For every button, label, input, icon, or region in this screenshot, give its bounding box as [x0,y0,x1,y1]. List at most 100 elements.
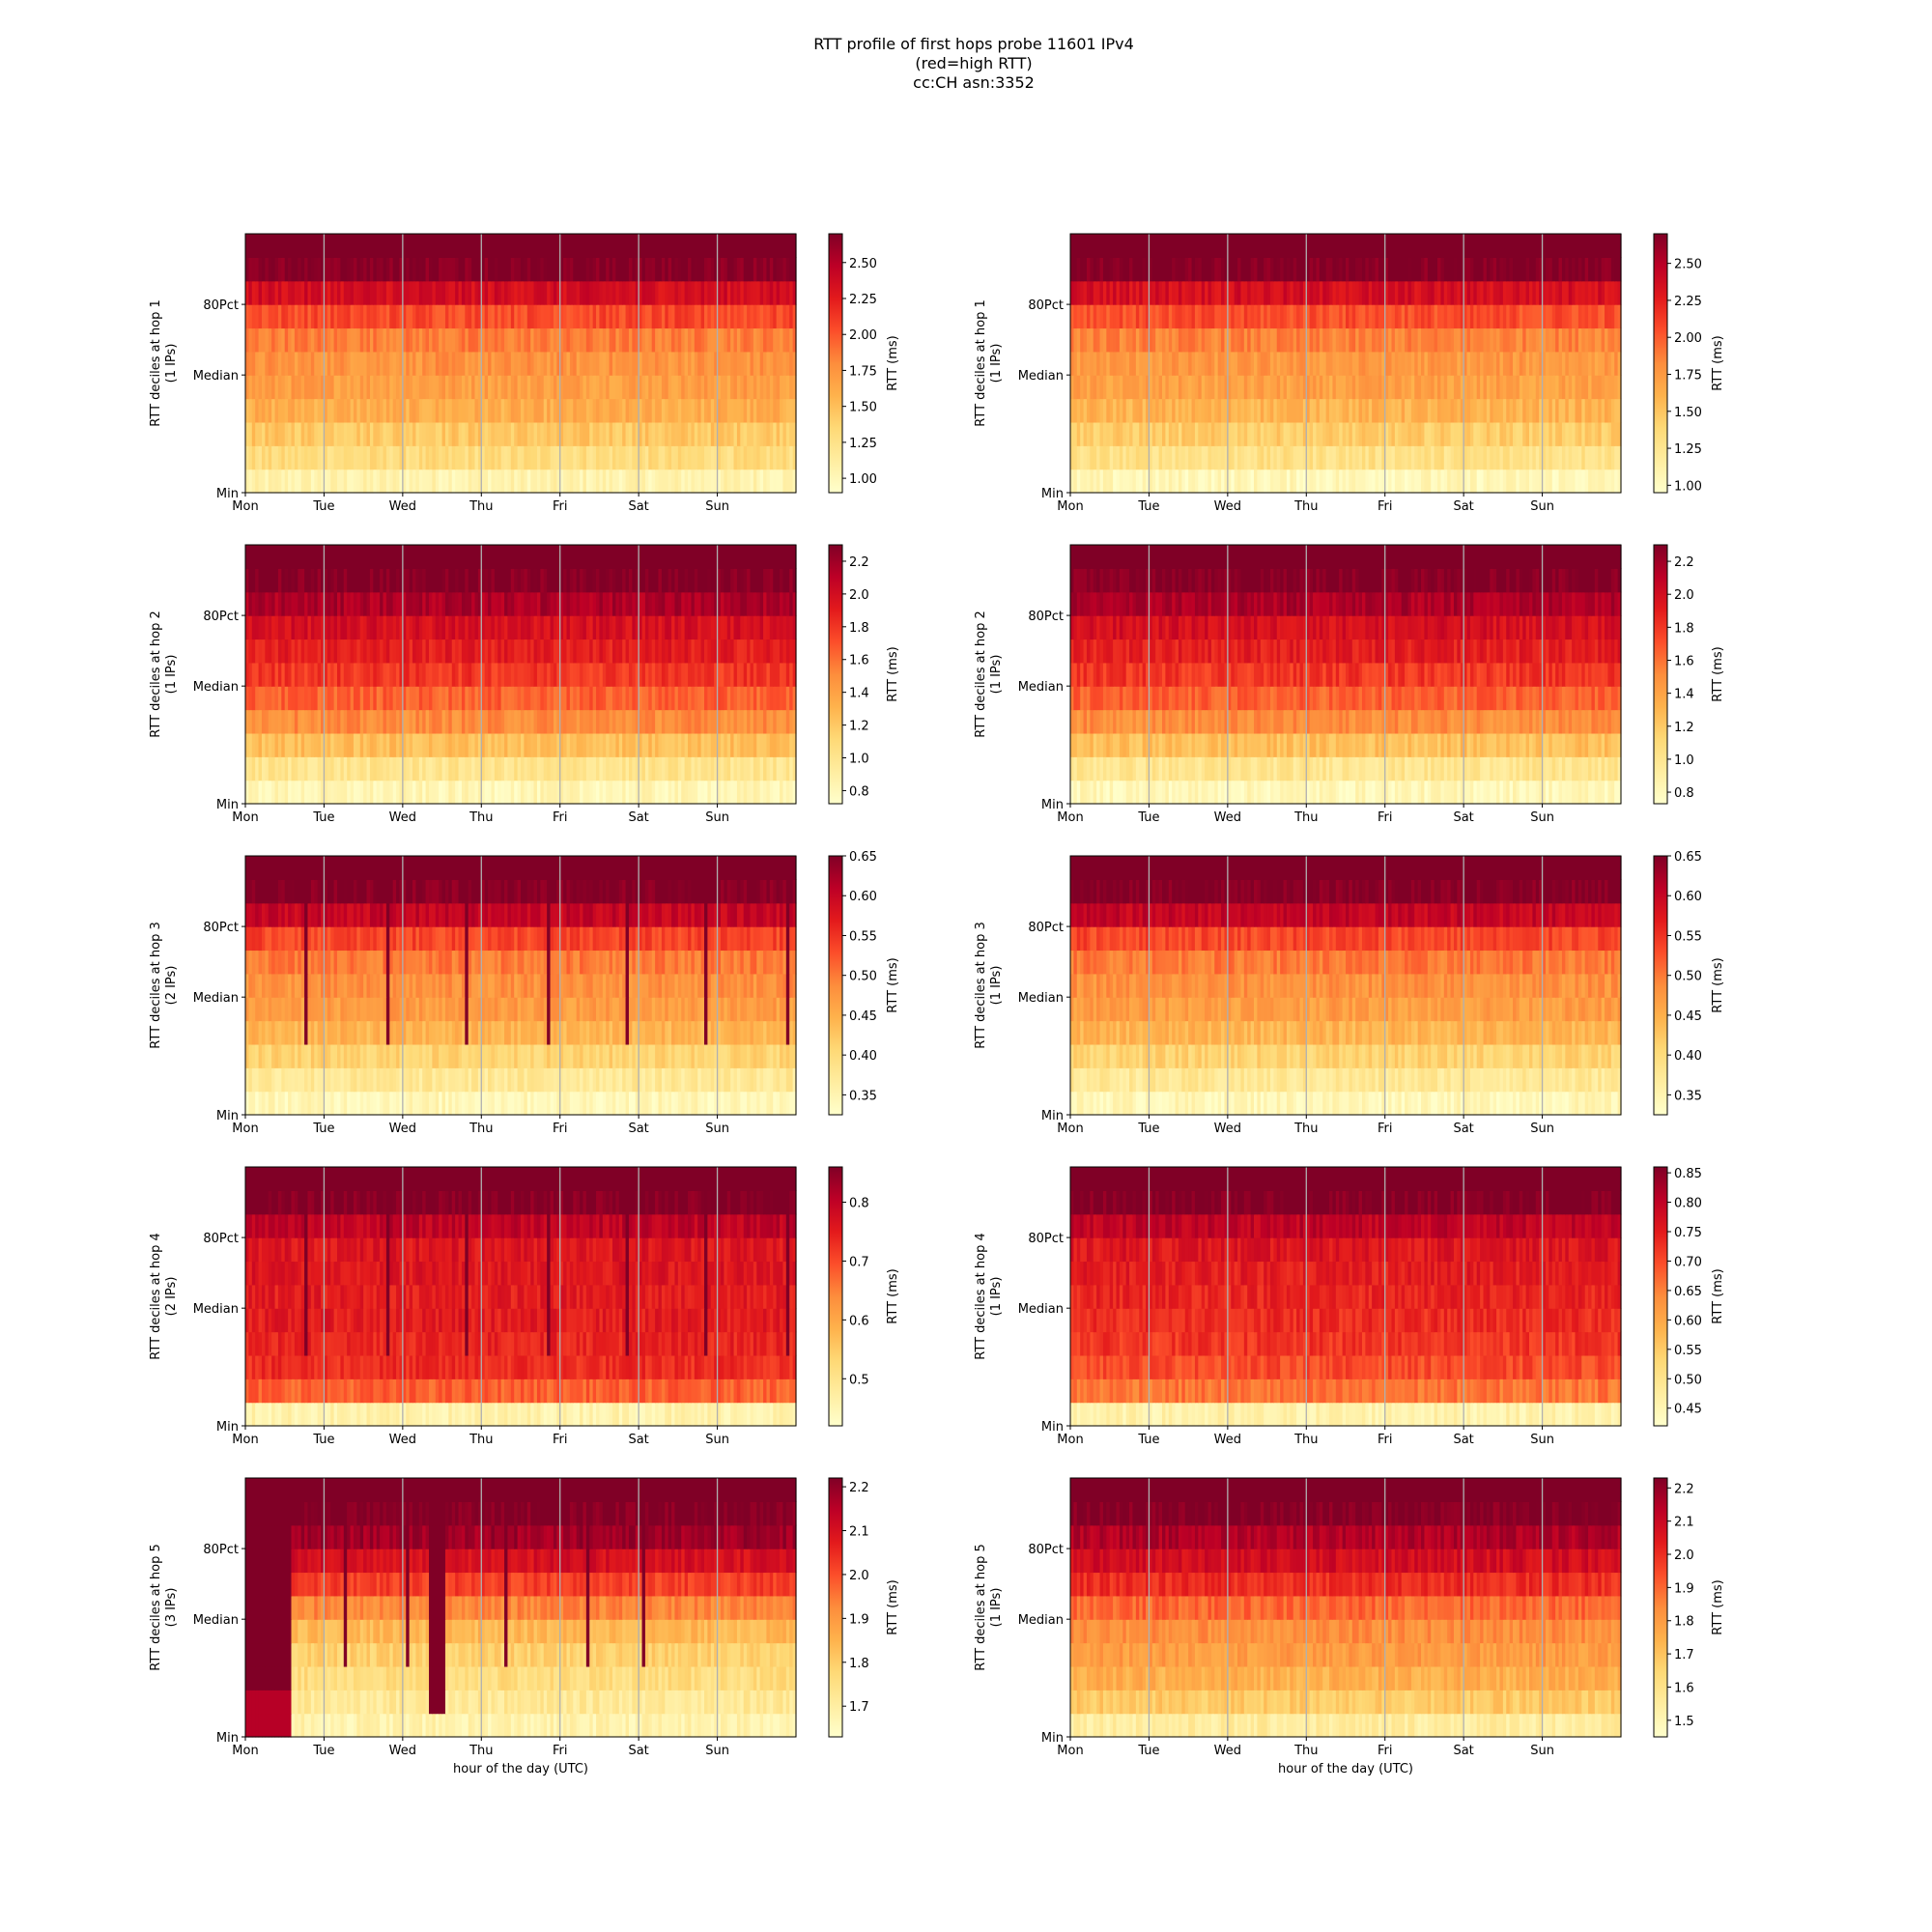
heatmap-cell [422,352,426,376]
heatmap-cell [685,257,689,281]
heatmap-cell [629,304,633,328]
heatmap-cell [386,469,390,494]
heatmap-cell [330,399,334,423]
heatmap-cell [547,257,551,281]
heatmap-cell [354,257,357,281]
heatmap-cell [629,469,633,494]
heatmap-cell [501,399,505,423]
heatmap-cell [386,375,390,399]
heatmap-cell [491,257,495,281]
heatmap-cell [295,469,298,494]
heatmap-cell [721,304,724,328]
heatmap-cell [295,257,298,281]
heatmap-cell [697,304,701,328]
heatmap-cell [377,375,381,399]
heatmap-cell [570,469,574,494]
heatmap-cell [685,399,689,423]
heatmap-cell [674,375,678,399]
heatmap-cell [744,352,748,376]
heatmap-cell [285,352,289,376]
heatmap-cell [262,327,266,352]
heatmap-cell [445,257,449,281]
heatmap-cell [354,234,357,258]
heatmap-cell [354,281,357,305]
heatmap-cell [707,352,711,376]
heatmap-cell [377,399,381,423]
heatmap-cell [662,352,666,376]
heatmap-cell [248,257,252,281]
heatmap-cell [524,375,527,399]
heatmap-cell [744,422,748,446]
heatmap-cell [285,445,289,469]
heatmap-cell [432,445,436,469]
heatmap-cell [432,281,436,305]
heatmap-cell [514,281,518,305]
heatmap-cell [777,281,781,305]
heatmap-cell [262,469,266,494]
heatmap-cell [537,422,541,446]
heatmap-cell [744,399,748,423]
heatmap-cell [721,445,724,469]
heatmap-cell [789,375,793,399]
heatmap-cell [262,399,266,423]
heatmap-cell [537,375,541,399]
heatmap-cell [615,469,619,494]
heatmap-cell [262,304,266,328]
heatmap-cell [730,281,734,305]
heatmap-cell [766,304,770,328]
heatmap-cell [248,469,252,494]
heatmap-cell [491,281,495,305]
heatmap-cell [422,399,426,423]
heatmap-cell [721,257,724,281]
heatmap-cell [501,375,505,399]
heatmap-cell [330,352,334,376]
heatmap-cell [410,469,413,494]
heatmap-cell [606,327,610,352]
heatmap-cell [593,469,597,494]
heatmap-cell [707,445,711,469]
heatmap-cell [330,375,334,399]
heatmap-cell [570,445,574,469]
heatmap-cell [386,257,390,281]
heatmap-cell [524,304,527,328]
heatmap-cell [307,304,311,328]
heatmap-cell [652,445,656,469]
heatmap-cell [271,422,275,446]
heatmap-cell [570,257,574,281]
heatmap-cell [432,469,436,494]
heatmap-cell [606,469,610,494]
heatmap-cell [629,257,633,281]
heatmap-cell [777,257,781,281]
heatmap-cell [262,234,266,258]
heatmap-cell [685,352,689,376]
heatmap-cell [753,445,757,469]
heatmap-cell [547,375,551,399]
heatmap-cell [606,304,610,328]
heatmap-cell [766,422,770,446]
heatmap-cell [730,445,734,469]
heatmap-cell [432,257,436,281]
heatmap-cell [514,375,518,399]
heatmap-cell [615,281,619,305]
heatmap-cell [410,375,413,399]
heatmap-cell [363,399,367,423]
heatmap-cell [307,399,311,423]
heatmap-cell [422,304,426,328]
heatmap-cell [524,399,527,423]
heatmap-cell [629,375,633,399]
heatmap-cell [777,422,781,446]
heatmap-cell [652,399,656,423]
heatmap-cell [674,352,678,376]
heatmap-cell [789,469,793,494]
heatmap-cell [582,304,586,328]
heatmap-cell [386,304,390,328]
heatmap-cell [652,469,656,494]
heatmap-cell [606,352,610,376]
heatmap-cell [469,304,472,328]
heatmap-cell [386,281,390,305]
heatmap-cell [674,304,678,328]
heatmap-cell [685,375,689,399]
heatmap-cell [593,304,597,328]
heatmap-cell [753,327,757,352]
heatmap-cell [422,281,426,305]
